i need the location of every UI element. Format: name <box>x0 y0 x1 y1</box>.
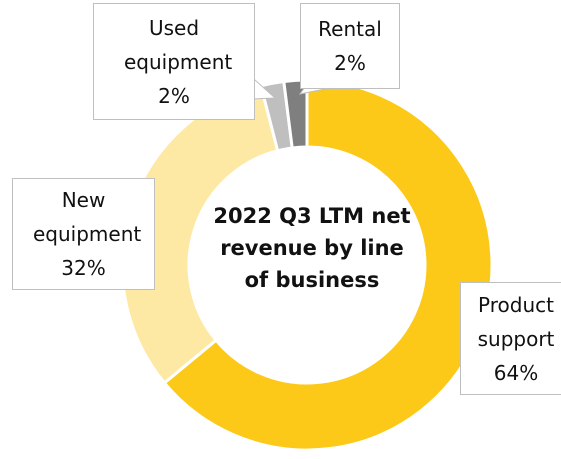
value-label: 2% <box>334 51 366 75</box>
category-label: Rental <box>318 17 382 41</box>
label-box: Used equipment 2% <box>93 3 255 120</box>
donut <box>120 78 494 452</box>
category-label: New equipment <box>33 188 142 246</box>
value-label: 32% <box>61 256 106 280</box>
label-box: New equipment 32% <box>12 178 155 290</box>
value-label: 64% <box>493 360 539 385</box>
value-label: 2% <box>158 83 190 108</box>
label-box: Rental 2% <box>300 3 400 89</box>
category-label: Used equipment <box>124 15 233 74</box>
donut-segment <box>162 78 494 452</box>
donut-segment <box>282 78 309 150</box>
label-box: Product support 64% <box>460 282 561 395</box>
category-label: Product support <box>477 292 555 351</box>
chart-title: 2022 Q3 LTM net revenue by line of busin… <box>213 204 411 292</box>
